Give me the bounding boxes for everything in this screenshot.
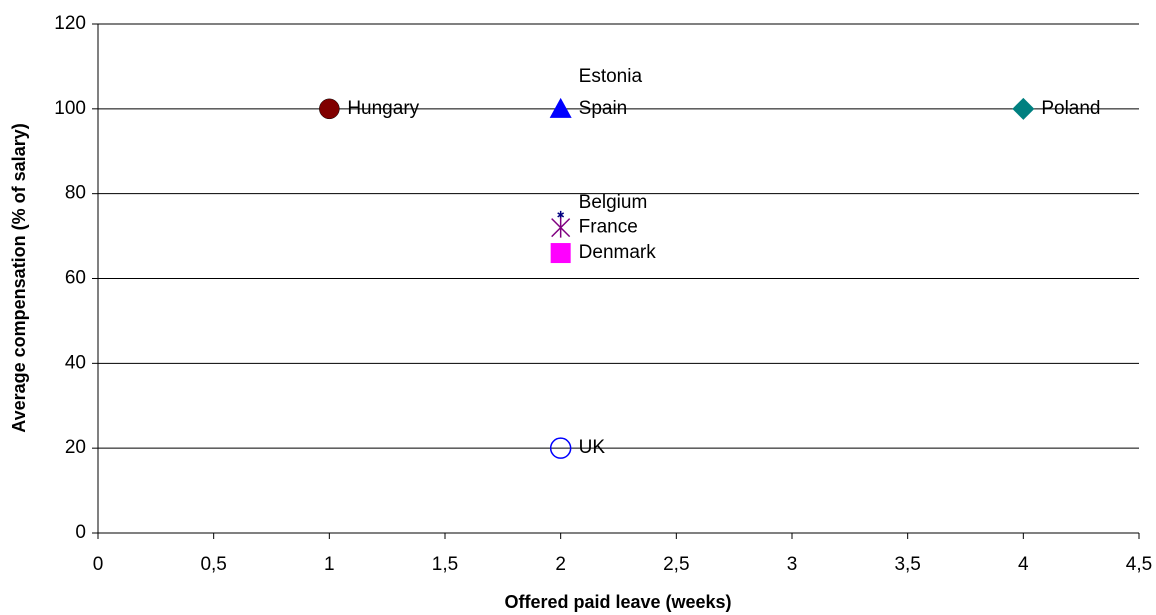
data-label: Belgium bbox=[579, 192, 648, 213]
x-tick-label: 1,5 bbox=[432, 554, 458, 575]
x-tick-label: 0,5 bbox=[200, 554, 226, 575]
x-tick-label: 2,5 bbox=[663, 554, 689, 575]
y-tick-label: 80 bbox=[65, 183, 86, 204]
data-label: Estonia bbox=[579, 66, 643, 87]
x-tick-label: 3,5 bbox=[894, 554, 920, 575]
point bbox=[1012, 97, 1035, 120]
data-label: UK bbox=[579, 437, 606, 458]
y-tick-label: 20 bbox=[65, 437, 86, 458]
y-axis-title: Average compensation (% of salary) bbox=[9, 123, 29, 432]
data-label: Spain bbox=[579, 98, 628, 119]
data-label: Hungary bbox=[347, 98, 419, 119]
y-tick-label: 0 bbox=[75, 522, 86, 543]
point bbox=[557, 210, 565, 219]
data-label: France bbox=[579, 217, 638, 238]
y-tick-label: 40 bbox=[65, 352, 86, 373]
point bbox=[550, 243, 571, 264]
data-label: Poland bbox=[1041, 98, 1100, 119]
x-tick-label: 3 bbox=[787, 554, 798, 575]
x-tick-label: 4,5 bbox=[1126, 554, 1152, 575]
x-tick-label: 0 bbox=[93, 554, 104, 575]
y-tick-label: 100 bbox=[54, 98, 86, 119]
data-label: Denmark bbox=[579, 242, 657, 263]
point bbox=[549, 97, 572, 118]
point bbox=[319, 98, 340, 120]
point bbox=[551, 217, 571, 238]
x-tick-label: 4 bbox=[1018, 554, 1029, 575]
x-tick-label: 2 bbox=[555, 554, 566, 575]
y-tick-label: 120 bbox=[54, 13, 86, 34]
point bbox=[549, 437, 572, 459]
x-axis-title: Offered paid leave (weeks) bbox=[504, 592, 731, 612]
x-tick-label: 1 bbox=[324, 554, 335, 575]
y-tick-label: 60 bbox=[65, 268, 86, 289]
